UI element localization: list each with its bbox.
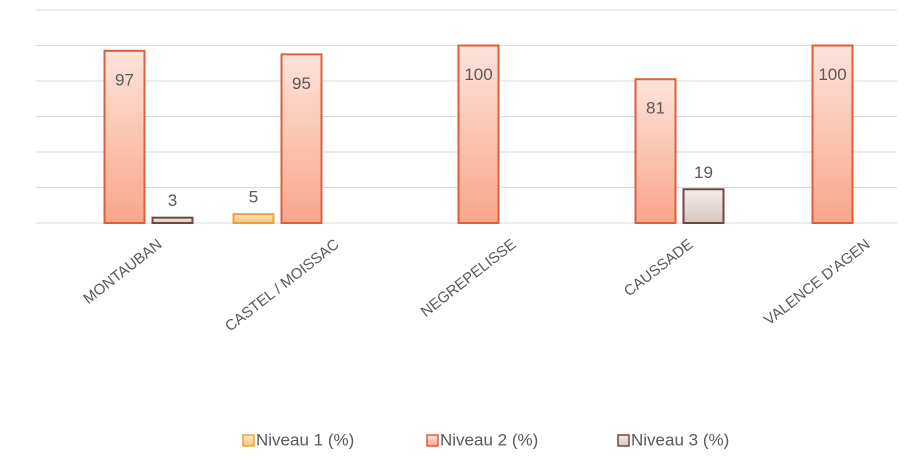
bar [103, 49, 146, 225]
bar [232, 213, 275, 224]
bar [811, 44, 854, 224]
data-label: 95 [292, 74, 311, 93]
bar [634, 78, 677, 224]
bar [457, 44, 500, 224]
data-label: 81 [646, 99, 665, 118]
legend-swatch [426, 434, 439, 447]
data-label: 97 [115, 70, 134, 89]
bar [682, 188, 725, 224]
x-tick-label: VALENCE D'AGEN [761, 236, 873, 329]
legend-label: Niveau 3 (%) [631, 430, 729, 449]
legend-swatch [242, 434, 255, 447]
bar [151, 216, 194, 225]
x-tick-label: CAUSSADE [621, 236, 697, 300]
legend-label: Niveau 1 (%) [256, 430, 354, 449]
data-label: 3 [168, 191, 177, 210]
data-label: 100 [464, 65, 492, 84]
data-label: 19 [694, 163, 713, 182]
bar [280, 53, 323, 224]
x-tick-label: MONTAUBAN [80, 236, 165, 308]
x-tick-label: NEGREPELISSE [418, 236, 520, 321]
legend-swatch [617, 434, 630, 447]
legend-label: Niveau 2 (%) [440, 430, 538, 449]
data-label: 5 [249, 188, 258, 207]
data-label: 100 [818, 65, 846, 84]
x-tick-label: CASTEL / MOISSAC [222, 236, 343, 335]
